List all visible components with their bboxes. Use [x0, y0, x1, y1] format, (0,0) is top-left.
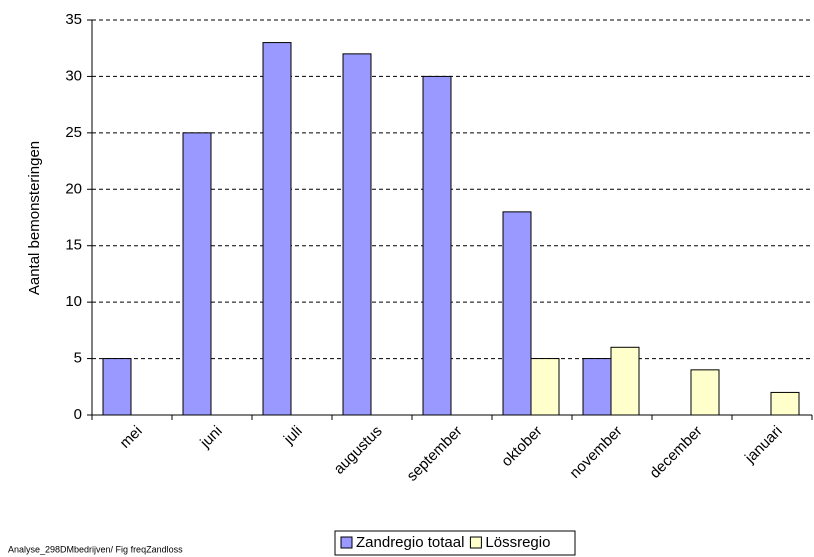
y-tick-label: 10: [65, 293, 82, 310]
legend-swatch: [340, 536, 353, 549]
x-tick-label: juli: [280, 423, 306, 449]
bar: [610, 346, 640, 416]
y-tick-label: 20: [65, 180, 82, 197]
legend: Zandregio totaal Lössregio: [334, 530, 576, 556]
legend-label: Zandregio totaal: [356, 534, 464, 551]
bar: [182, 132, 212, 416]
x-tick-label: oktober: [498, 423, 545, 470]
x-tick-label: augustus: [331, 423, 386, 478]
legend-swatch: [469, 536, 482, 549]
footnote: Analyse_298DMbedrijven/ Fig freqZandloss: [8, 544, 183, 554]
bar: [530, 358, 560, 416]
legend-label: Lössregio: [485, 534, 550, 551]
legend-box: [334, 530, 576, 556]
x-tick-label: januari: [741, 423, 786, 468]
bar: [502, 211, 532, 416]
y-tick-label: 25: [65, 124, 82, 141]
x-tick-label: december: [646, 423, 705, 482]
y-tick-label: 0: [74, 406, 82, 423]
y-tick-label: 30: [65, 67, 82, 84]
x-tick-label: mei: [117, 423, 146, 452]
y-axis-label: Aantal bemonsteringen: [26, 141, 43, 295]
bar: [582, 358, 612, 416]
y-tick-label: 5: [74, 350, 82, 367]
x-tick-label: juni: [196, 423, 225, 452]
bar: [342, 53, 372, 416]
bar: [690, 369, 720, 416]
y-tick-label: 35: [65, 11, 82, 28]
x-tick-label: september: [403, 423, 465, 485]
bar: [770, 391, 800, 416]
bar: [102, 358, 132, 416]
x-tick-label: november: [566, 423, 625, 482]
y-tick-label: 15: [65, 237, 82, 254]
bar: [262, 42, 292, 416]
bar: [422, 75, 452, 416]
